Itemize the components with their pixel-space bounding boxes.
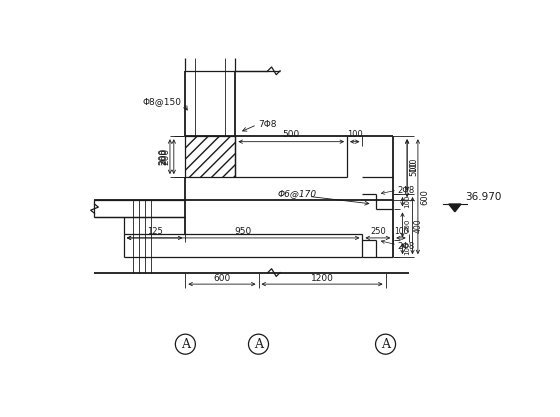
Text: 125: 125 <box>147 227 162 236</box>
Bar <box>185 136 235 177</box>
Text: 200: 200 <box>158 148 167 165</box>
Text: 1200: 1200 <box>311 274 333 283</box>
Text: 100: 100 <box>404 195 410 208</box>
Text: 950: 950 <box>235 227 252 236</box>
Text: 500: 500 <box>283 131 300 139</box>
Text: A: A <box>381 338 390 351</box>
Text: Φ6@170: Φ6@170 <box>277 190 316 198</box>
Text: 100: 100 <box>404 242 410 256</box>
Text: Φ8@150: Φ8@150 <box>142 97 181 106</box>
Text: A: A <box>181 338 190 351</box>
Text: 100: 100 <box>347 131 363 139</box>
Polygon shape <box>449 204 461 212</box>
Text: 200: 200 <box>404 218 410 231</box>
Text: 600: 600 <box>420 189 429 205</box>
Text: 200: 200 <box>162 148 171 165</box>
Text: 250: 250 <box>370 227 386 236</box>
Text: 500: 500 <box>409 161 418 176</box>
Text: 7Φ8: 7Φ8 <box>259 120 277 129</box>
Text: 36.970: 36.970 <box>465 192 501 202</box>
Text: 400: 400 <box>414 218 423 233</box>
Text: 100: 100 <box>409 158 418 172</box>
Text: 2Φ8: 2Φ8 <box>397 186 414 195</box>
Text: 600: 600 <box>213 274 231 283</box>
Text: 200: 200 <box>159 148 169 165</box>
Text: 100: 100 <box>394 227 408 236</box>
Text: 2Φ8: 2Φ8 <box>397 242 414 251</box>
Text: A: A <box>254 338 263 351</box>
